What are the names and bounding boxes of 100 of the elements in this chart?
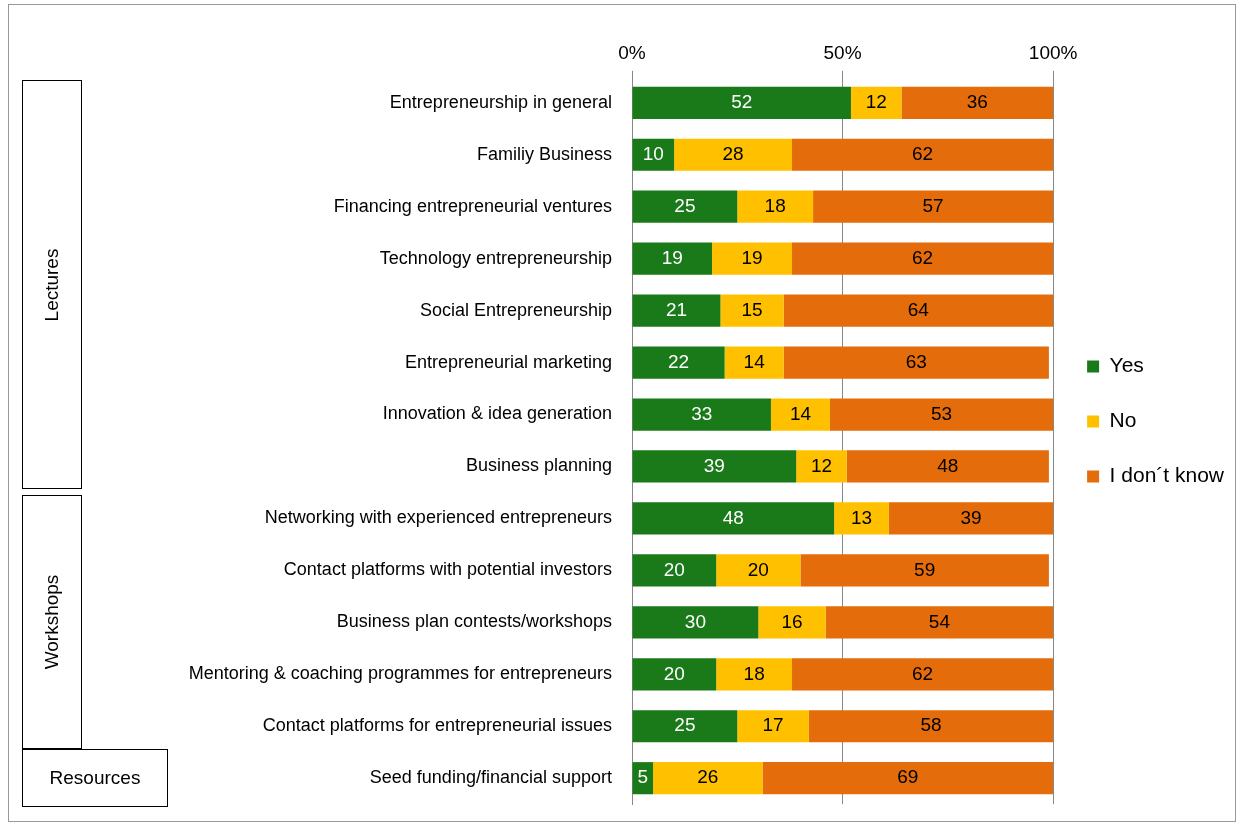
data-label: 20 [747,558,769,580]
data-label: 58 [920,714,942,736]
bar [716,554,801,587]
data-label: 12 [865,91,887,113]
bar [813,190,1054,223]
bar [762,762,1054,795]
bar [825,606,1054,639]
bar [632,346,725,379]
bar [632,554,717,587]
data-label: 33 [691,402,713,424]
y-tick-label: Seed funding/financial support [369,767,612,788]
data-label: 62 [911,246,934,268]
bar [632,242,713,275]
y-tick-label: Social Entrepreneurship [419,299,612,320]
y-tick-label: Mentoring & coaching programmes for entrepreneurs [188,663,612,684]
bar [720,294,784,327]
data-label: 20 [663,662,685,684]
bar [846,450,1049,483]
bar [792,138,1054,171]
bar [758,606,826,639]
bar [632,606,759,639]
data-label: 22 [668,350,690,372]
bar [632,294,721,327]
data-label: 36 [966,91,988,113]
bar [850,86,902,119]
data-label: 54 [928,610,951,632]
text: Workshops [41,575,63,670]
y-tick-label: Technology entrepreneurship [379,247,612,268]
bar [653,762,763,795]
data-label: 19 [661,246,683,268]
bar [716,658,793,691]
data-label: 20 [663,558,685,580]
data-label: 39 [960,506,982,528]
data-label: 62 [911,662,934,684]
bar [632,710,738,743]
y-tick-label: Financing entrepreneurial ventures [333,195,612,216]
data-label: 62 [911,142,934,164]
data-label: 10 [642,142,664,164]
bar [770,398,830,431]
bar [632,658,717,691]
bar [674,138,793,171]
bar [737,190,814,223]
y-tick-label: Business plan contests/workshops [336,611,612,632]
data-label: 14 [743,350,766,372]
bar [800,554,1049,587]
data-label: 57 [922,194,944,216]
y-tick-label: Entrepreneurship in general [389,91,612,112]
bar [737,710,809,743]
bar [783,294,1054,327]
bar [834,502,889,535]
data-label: 12 [810,454,833,476]
bar [888,502,1054,535]
data-label: 17 [762,714,784,736]
x-tick-label: 50% [823,41,862,63]
y-tick-label: Entrepreneurial marketing [404,351,612,372]
data-label: 25 [674,194,696,216]
data-label: 69 [897,766,919,788]
data-label: 39 [703,454,725,476]
x-tick-label: 100% [1028,41,1078,63]
bar [724,346,784,379]
bar [632,190,738,223]
bar [632,398,771,431]
y-tick-label: Networking with experienced entrepreneurs [264,507,612,528]
data-label: 64 [907,298,930,320]
data-label: 14 [789,402,812,424]
data-label: 25 [674,714,696,736]
data-label: 28 [722,142,744,164]
legend-label: No [1109,408,1137,432]
data-label: 52 [731,91,753,113]
bar [808,710,1054,743]
text: Resources [49,767,141,790]
x-tick-label: 0% [618,41,646,63]
data-label: 15 [741,298,763,320]
data-label: 16 [781,610,803,632]
data-label: 5 [637,766,649,788]
bar [632,502,835,535]
text: Lectures [41,248,63,322]
bar [632,450,797,483]
bar [792,658,1054,691]
data-label: 18 [743,662,765,684]
y-tick-label: Contact platforms with potential investors [283,559,612,580]
y-tick-label: Innovation & idea generation [382,403,612,424]
data-label: 59 [914,558,936,580]
data-label: 53 [930,402,953,424]
bar [829,398,1054,431]
bar [783,346,1049,379]
y-tick-label: Business planning [465,455,612,476]
data-label: 18 [764,194,786,216]
bar [796,450,847,483]
data-label: 63 [905,350,927,372]
data-label: 13 [850,506,873,528]
data-label: 19 [741,246,763,268]
data-label: 30 [684,610,706,632]
y-tick-label: Contact platforms for entrepreneurial issues [262,715,612,736]
data-label: 48 [722,506,744,528]
data-label: 48 [937,454,959,476]
y-tick-label: Familiy Business [476,143,612,164]
legend-label: I don´t know [1109,463,1225,487]
legend-label: Yes [1109,353,1144,377]
data-label: 26 [697,766,719,788]
